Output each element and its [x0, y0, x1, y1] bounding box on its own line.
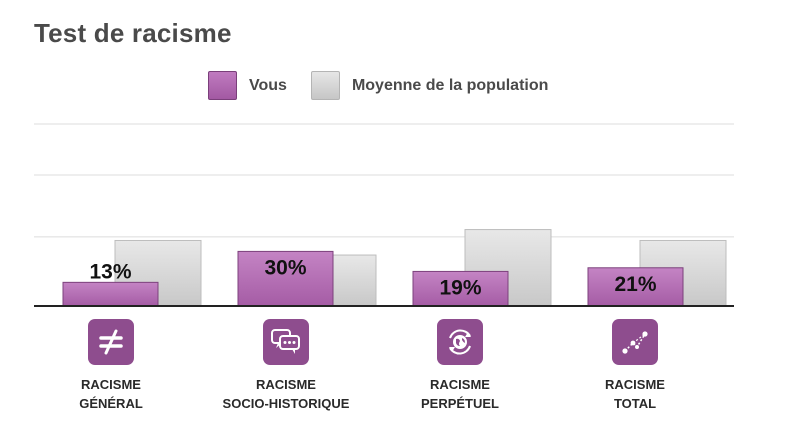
category-label-line2: TOTAL	[613, 396, 657, 411]
data-label-you: 13%	[89, 260, 131, 283]
not-equal-icon	[88, 319, 134, 365]
legend-swatch-average	[310, 71, 340, 100]
category-label-line1: RACISME	[430, 377, 490, 392]
category-label-line1: RACISME	[605, 377, 665, 392]
data-label-you: 30%	[264, 256, 306, 279]
legend-label-you: Vous	[249, 76, 287, 94]
category-general: RACISME GÉNÉRAL	[31, 319, 191, 413]
data-label-you: 19%	[439, 276, 481, 299]
legend: Vous Moyenne de la population	[208, 71, 572, 100]
speech-bubbles-icon	[263, 319, 309, 365]
category-label: RACISME GÉNÉRAL	[31, 375, 191, 413]
legend-label-average: Moyenne de la population	[351, 76, 549, 94]
category-label: RACISME TOTAL	[555, 375, 715, 413]
category-label-line2: GÉNÉRAL	[79, 396, 143, 411]
category-socio-historique: RACISME SOCIO-HISTORIQUE	[206, 319, 366, 413]
category-label-line1: RACISME	[81, 377, 141, 392]
legend-swatch-you	[208, 71, 237, 100]
category-label-line1: RACISME	[256, 377, 316, 392]
category-label: RACISME PERPÉTUEL	[380, 375, 540, 413]
legend-item-you: Vous	[208, 71, 287, 100]
category-perpetuel: RACISME PERPÉTUEL	[380, 319, 540, 413]
bar-you	[237, 250, 334, 307]
network-nodes-icon	[612, 319, 658, 365]
chart-title: Test de racisme	[34, 18, 232, 48]
category-label-line2: SOCIO-HISTORIQUE	[222, 396, 350, 411]
globe-cycle-icon	[437, 319, 483, 365]
bar-you	[62, 281, 159, 307]
legend-item-average: Moyenne de la population	[310, 71, 549, 100]
data-label-you: 21%	[614, 273, 656, 296]
category-label-line2: PERPÉTUEL	[420, 396, 499, 411]
category-label: RACISME SOCIO-HISTORIQUE	[206, 375, 366, 413]
category-total: RACISME TOTAL	[555, 319, 715, 413]
